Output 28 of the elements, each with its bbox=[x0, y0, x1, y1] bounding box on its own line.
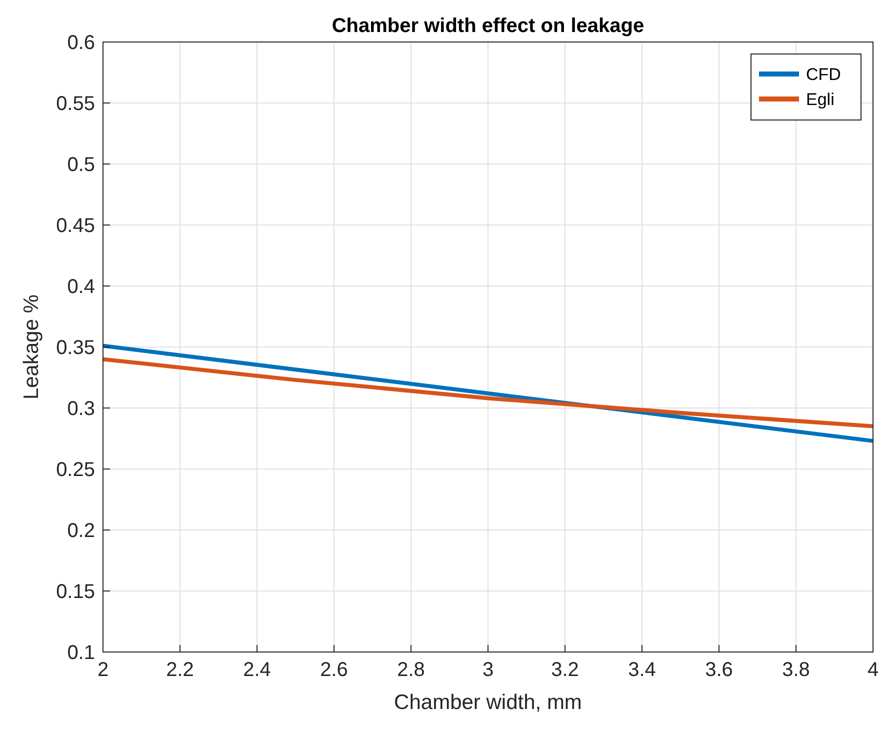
y-tick-label: 0.15 bbox=[56, 581, 95, 603]
y-tick-label: 0.55 bbox=[56, 93, 95, 115]
x-tick-label: 3.4 bbox=[628, 659, 656, 681]
chart-title: Chamber width effect on leakage bbox=[332, 15, 644, 37]
y-tick-label: 0.45 bbox=[56, 215, 95, 237]
legend-label: Egli bbox=[806, 90, 834, 109]
x-tick-label: 2 bbox=[97, 659, 109, 681]
y-tick-label: 0.35 bbox=[56, 337, 95, 359]
x-tick-label: 2.4 bbox=[243, 659, 271, 681]
line-series bbox=[101, 357, 875, 428]
x-tick-label: 3.8 bbox=[782, 659, 810, 681]
x-tick-label: 4 bbox=[867, 659, 879, 681]
y-tick-label: 0.6 bbox=[67, 32, 95, 54]
x-tick-label: 2.2 bbox=[166, 659, 194, 681]
legend-label: CFD bbox=[806, 65, 841, 84]
y-tick-label: 0.3 bbox=[67, 398, 95, 420]
y-tick-label: 0.4 bbox=[67, 276, 95, 298]
y-tick-label: 0.5 bbox=[67, 154, 95, 176]
y-tick-label: 0.2 bbox=[67, 520, 95, 542]
x-axis-title: Chamber width, mm bbox=[394, 691, 582, 714]
x-tick-label: 2.8 bbox=[397, 659, 425, 681]
y-tick-label: 0.1 bbox=[67, 642, 95, 664]
x-tick-label: 3 bbox=[482, 659, 494, 681]
x-tick-label: 3.2 bbox=[551, 659, 579, 681]
y-axis-title: Leakage % bbox=[20, 294, 43, 400]
y-tick-label: 0.25 bbox=[56, 459, 95, 481]
x-tick-label: 3.6 bbox=[705, 659, 733, 681]
x-tick-label: 2.6 bbox=[320, 659, 348, 681]
